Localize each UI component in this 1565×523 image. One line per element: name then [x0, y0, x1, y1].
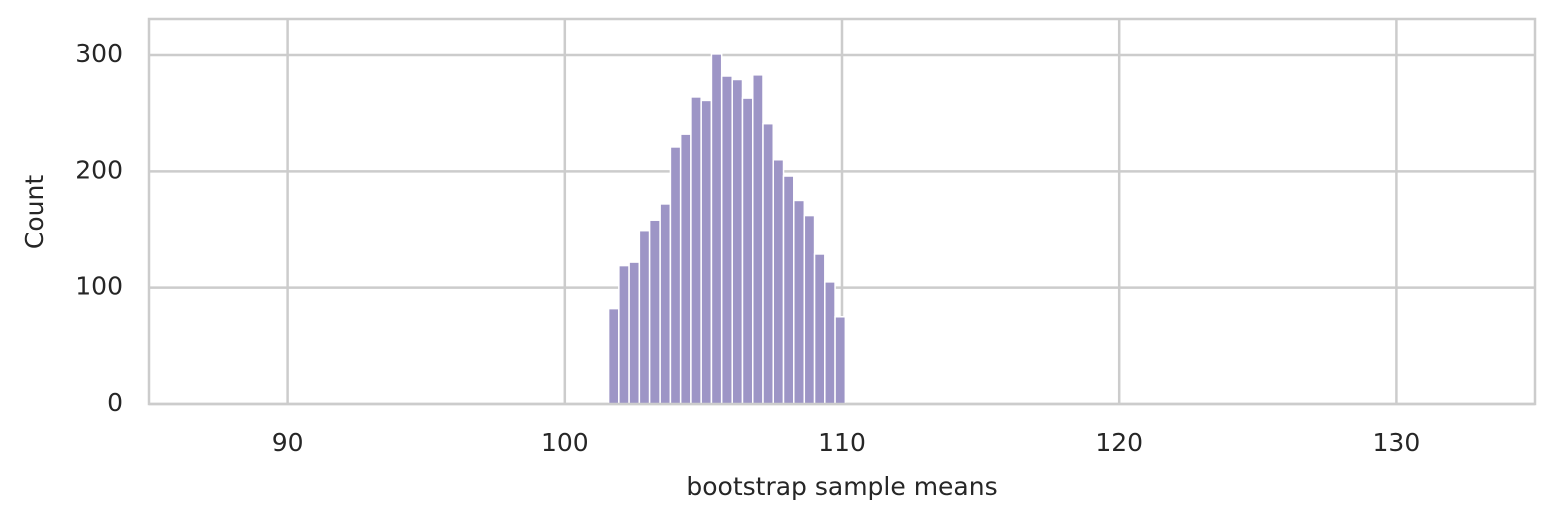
y-tick-label: 0 — [107, 388, 123, 417]
bar — [710, 53, 723, 405]
bar — [669, 146, 682, 405]
bar — [782, 175, 795, 405]
x-tick-label: 120 — [1095, 428, 1143, 457]
bar — [700, 99, 713, 405]
x-tick-label: 90 — [272, 428, 304, 457]
y-tick-label: 100 — [75, 272, 123, 301]
bar — [720, 75, 733, 405]
bar — [607, 307, 620, 405]
x-tick-label: 100 — [541, 428, 589, 457]
bar — [659, 203, 672, 405]
y-tick-label: 200 — [75, 155, 123, 184]
y-axis-label: Count — [20, 175, 49, 249]
x-tick-label: 110 — [818, 428, 866, 457]
bar — [628, 261, 641, 405]
bar — [813, 253, 826, 405]
bar — [803, 214, 816, 405]
bar — [679, 133, 692, 405]
plot-frame — [147, 17, 1537, 406]
bar — [793, 199, 806, 405]
x-axis-label: bootstrap sample means — [686, 472, 997, 501]
bar — [638, 229, 651, 405]
bar — [834, 316, 847, 405]
bar — [762, 122, 775, 405]
bar — [824, 281, 836, 405]
bar — [690, 96, 702, 405]
bar — [648, 219, 661, 405]
bar — [618, 264, 630, 405]
y-tick-label: 300 — [75, 39, 123, 68]
bar — [751, 74, 764, 405]
bar — [731, 78, 744, 405]
bar — [772, 158, 785, 405]
x-tick-label: 130 — [1373, 428, 1421, 457]
bar — [741, 97, 754, 405]
